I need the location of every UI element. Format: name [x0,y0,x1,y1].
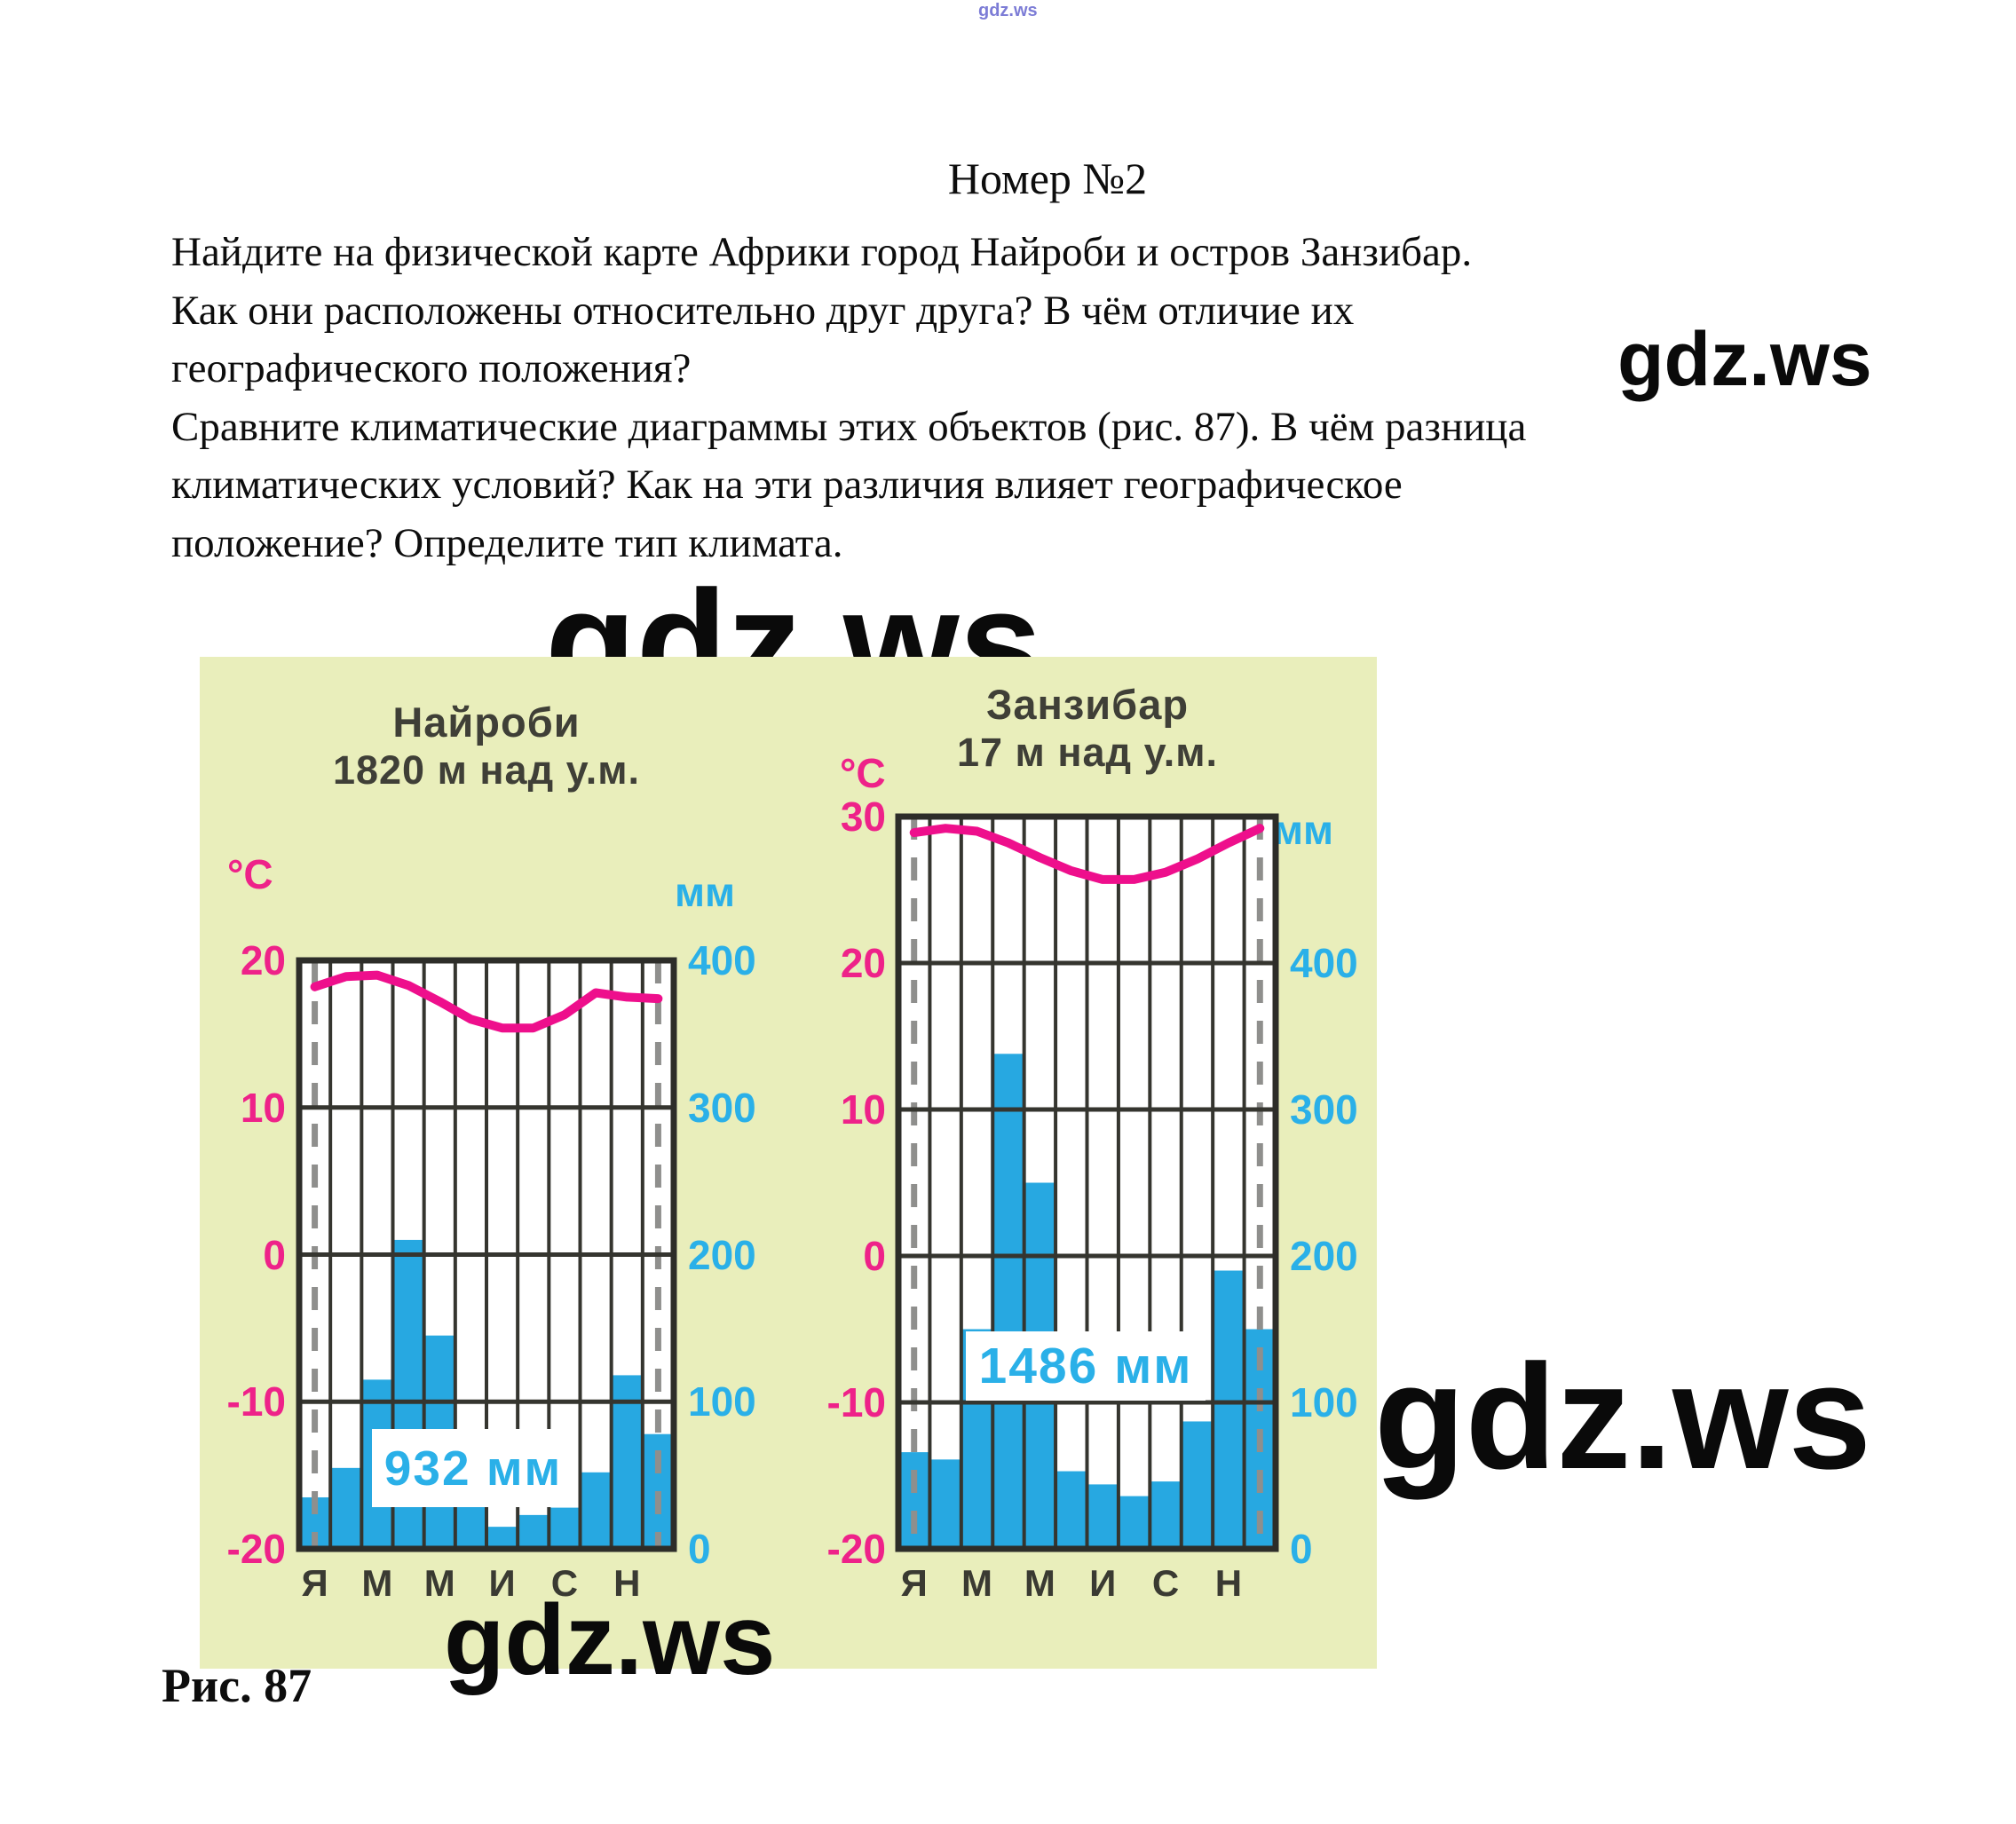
page-title: Номер №2 [947,153,1148,203]
month-tick-label: Я [900,1562,928,1604]
precip-bar [929,1459,961,1549]
temp-axis-unit: °C [227,851,273,897]
month-tick-label: М [423,1562,455,1604]
month-tick-label: Н [1214,1562,1243,1604]
watermark-bottom-left: gdz.ws [444,1584,776,1695]
temp-tick-label: -10 [826,1379,886,1425]
figure-caption: Рис. 87 [162,1659,312,1712]
precip-tick-label: 100 [1290,1379,1358,1425]
precip-tick-label: 100 [688,1378,756,1425]
temp-tick-label: 10 [840,1086,886,1133]
month-tick-label: С [1151,1562,1180,1604]
precip-tick-label: 200 [1290,1233,1358,1279]
temp-tick-label: -20 [826,1526,886,1572]
task-line: Сравните климатические диаграммы этих об… [171,403,1527,450]
plot-frame [296,957,677,1552]
month-tick-label: И [1089,1562,1117,1604]
task-line: Найдите на физической карте Африки город… [171,229,1473,275]
annual-precip-badge-zanzibar: 1486 мм [966,1331,1206,1401]
temp-tick-label: 20 [840,940,886,986]
month-tick-label: С [550,1562,579,1604]
temp-tick-label: 30 [840,794,886,840]
precip-bar [1181,1421,1214,1549]
precip-bar [1150,1481,1182,1549]
temp-tick-label: -20 [226,1526,286,1572]
precip-bar [1118,1496,1150,1549]
month-tick-label: И [488,1562,516,1604]
task-line: климатических условий? Как на эти различ… [171,462,1403,508]
precip-axis-unit: мм [1273,807,1334,853]
temp-tick-label: 20 [240,937,286,983]
zanzibar-plot-area [895,813,1279,1552]
chart-title-nairobi: Найроби [392,699,581,746]
precip-bar [1055,1471,1087,1549]
plot-frame [895,813,1279,1552]
precip-bar [518,1514,549,1549]
precip-bar [992,1054,1024,1549]
precip-tick-label: 0 [688,1526,711,1572]
precip-bar [1213,1270,1245,1549]
temp-tick-label: 0 [863,1233,886,1279]
chart-title-zanzibar: Занзибар [985,681,1190,728]
precip-tick-label: 400 [688,937,756,983]
task-line: географического положения? [171,345,692,391]
watermark-middle-right: gdz.ws [1374,1333,1872,1500]
precip-tick-label: 400 [1290,940,1358,986]
watermark-paragraph-right: gdz.ws [1617,317,1872,402]
watermark-top-small: gdz.ws [978,1,1038,20]
temp-axis-unit: °C [840,750,886,796]
precip-tick-label: 0 [1290,1526,1313,1572]
month-tick-label: М [1024,1562,1055,1604]
precip-tick-label: 200 [688,1231,756,1278]
month-tick-label: М [361,1562,393,1604]
precip-bar [611,1375,643,1549]
task-line: Как они расположены относительно друг др… [171,287,1355,334]
precip-bar [580,1472,612,1549]
task-line: положение? Определите тип климата. [171,519,843,566]
precip-bar [1087,1484,1119,1549]
precip-bar [549,1507,581,1549]
precip-bar [330,1467,362,1549]
chart-elevation-zanzibar: 17 м над у.м. [957,730,1218,775]
annual-precip-badge-nairobi: 932 мм [372,1429,574,1507]
temp-tick-label: 0 [263,1231,286,1278]
month-tick-label: М [961,1562,993,1604]
temp-tick-label: 10 [240,1084,286,1131]
month-tick-label: Я [301,1562,328,1604]
temperature-line [310,970,663,1033]
temp-tick-label: -10 [226,1378,286,1425]
precip-bar [486,1527,518,1549]
month-tick-label: Н [613,1562,641,1604]
temperature-line [909,824,1265,884]
precip-bar [898,1452,930,1549]
annual-precip-value: 932 мм [383,1441,563,1496]
task-text: Найдите на физической карте Африки город… [171,224,1956,572]
precip-tick-label: 300 [688,1084,756,1131]
precip-tick-label: 300 [1290,1086,1358,1133]
annual-precip-value: 1486 мм [978,1338,1193,1394]
precip-axis-unit: мм [675,869,736,915]
chart-elevation-nairobi: 1820 м над у.м. [332,747,641,793]
